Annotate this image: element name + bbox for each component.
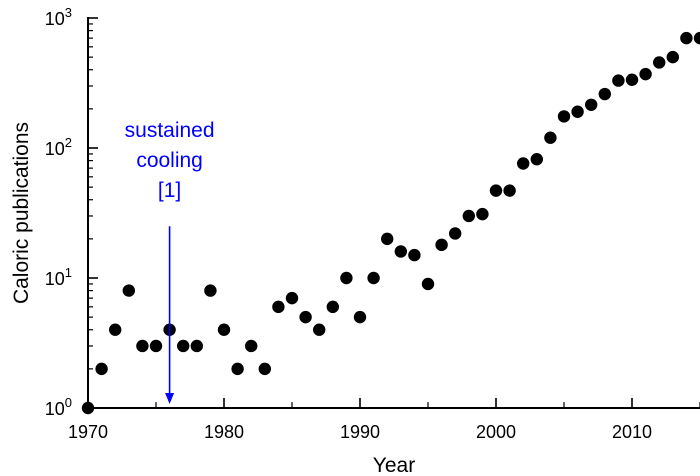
annotation-text-line: sustained	[125, 119, 215, 142]
y-tick-label: 101	[45, 265, 72, 289]
y-tick-label: 103	[45, 5, 72, 29]
x-tick-label: 1980	[204, 422, 244, 442]
data-point	[462, 209, 475, 223]
x-axis-title: Year	[373, 454, 415, 476]
data-point	[530, 153, 543, 166]
data-point	[340, 271, 353, 285]
data-point	[204, 284, 217, 297]
data-point	[313, 323, 326, 336]
data-point	[272, 300, 285, 314]
data-point	[571, 105, 584, 118]
data-point	[503, 184, 516, 197]
tick-labels: 1970 1980 1990 2000 2010 100 101 102 103	[45, 5, 652, 442]
data-point	[95, 362, 108, 376]
data-point	[190, 339, 203, 353]
data-point	[217, 323, 231, 336]
data-point	[367, 271, 380, 285]
data-point	[653, 56, 666, 69]
x-tick-label: 1970	[68, 422, 108, 442]
data-point	[557, 110, 571, 123]
data-point	[517, 157, 530, 170]
annotation-text-line: cooling	[136, 149, 203, 172]
annotation-text-line: [1]	[158, 179, 181, 202]
data-point	[449, 227, 462, 240]
data-point	[693, 31, 700, 45]
y-tick-label: 102	[45, 135, 72, 159]
data-point	[394, 245, 407, 258]
data-point	[149, 339, 163, 353]
data-point	[299, 310, 312, 324]
data-point	[109, 323, 122, 336]
data-point	[680, 31, 693, 45]
axes	[87, 17, 700, 409]
data-point	[326, 300, 339, 314]
x-tick-label: 2000	[476, 422, 516, 442]
data-point	[421, 277, 435, 291]
data-point	[435, 238, 448, 252]
y-axis-title: Caloric publications	[10, 122, 33, 304]
annotation-arrow-head	[165, 393, 175, 404]
annotation: sustained cooling [1]	[125, 119, 215, 404]
data-point	[408, 248, 421, 262]
x-tick-label: 1990	[340, 422, 380, 442]
data-points	[81, 31, 700, 415]
data-point	[639, 67, 652, 81]
data-point	[177, 339, 190, 353]
data-point	[476, 207, 489, 221]
x-tick-label: 2010	[612, 422, 652, 442]
data-point	[122, 284, 135, 297]
data-point	[612, 74, 625, 87]
data-point	[245, 339, 258, 353]
data-point	[598, 87, 611, 101]
data-point	[666, 50, 679, 64]
data-point	[489, 184, 503, 197]
data-point	[585, 98, 598, 111]
data-point	[81, 401, 95, 415]
data-point	[544, 131, 557, 144]
data-point	[231, 362, 244, 376]
data-point	[136, 339, 149, 353]
data-point	[353, 310, 367, 324]
data-point	[381, 232, 394, 246]
data-point	[625, 73, 639, 86]
data-point	[258, 362, 271, 376]
data-point	[285, 291, 299, 305]
y-tick-label: 100	[45, 395, 72, 419]
